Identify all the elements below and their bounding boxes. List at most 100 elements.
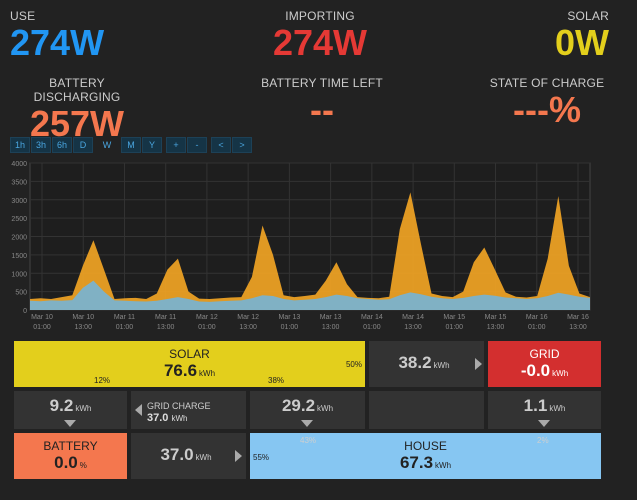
battery-to-house-flow: 37.0 kWh — [131, 433, 246, 479]
importing-label: IMPORTING — [285, 9, 355, 23]
series-area-0 — [30, 192, 590, 310]
grid-box-title: GRID — [529, 347, 560, 361]
grid-to-house-flow: 1.1 kWh — [488, 391, 601, 429]
state-of-charge-value: ---% — [513, 89, 581, 130]
empty-flow-cell — [369, 391, 484, 429]
x-tick-label: 13:00 — [157, 324, 175, 331]
x-tick-label: 13:00 — [487, 324, 505, 331]
solar-to-battery-flow: 9.2 kWh — [14, 391, 127, 429]
state-of-charge-stat: STATE OF CHARGE ---% — [487, 76, 607, 130]
arrow-down-icon — [64, 420, 76, 427]
x-tick-label: Mar 13 — [278, 314, 300, 321]
series-area-1 — [30, 280, 590, 310]
solar-to-house-percent: 38% — [268, 376, 285, 385]
house-box: HOUSE 67.3 kWh 55% — [250, 433, 601, 479]
battery-box-value: 0.0% — [54, 453, 87, 472]
y-tick-label: 2000 — [11, 235, 27, 242]
grid-box-value: -0.0 kWh — [520, 361, 569, 380]
x-tick-label: Mar 10 — [31, 314, 53, 321]
solar-total-box: SOLAR 76.6 kWh 50% 12% 38% — [14, 341, 365, 387]
solar-to-house-share: 43% — [300, 436, 317, 445]
arrow-down-icon — [301, 420, 313, 427]
x-tick-label: Mar 11 — [155, 314, 176, 321]
arrow-right-icon — [235, 450, 242, 462]
y-tick-label: 2500 — [11, 216, 27, 223]
x-tick-label: Mar 10 — [72, 314, 94, 321]
importing-stat: IMPORTING 274W — [230, 9, 410, 63]
solar-value: 0W — [555, 22, 609, 63]
range-button-prev[interactable]: < — [211, 137, 231, 153]
solar-label: SOLAR — [567, 9, 609, 23]
range-button-M[interactable]: M — [121, 137, 141, 153]
range-button-plus[interactable]: + — [166, 137, 186, 153]
range-button-Y[interactable]: Y — [142, 137, 162, 153]
battery-discharging-value: 257W — [29, 103, 125, 144]
range-button-3h[interactable]: 3h — [31, 137, 51, 153]
arrow-down-icon — [538, 420, 550, 427]
house-box-value: 67.3 kWh — [399, 453, 452, 472]
solar-to-battery-value: 9.2 kWh — [49, 396, 92, 415]
x-tick-label: 01:00 — [528, 324, 546, 331]
solar-box-title: SOLAR — [169, 347, 210, 361]
y-tick-label: 3500 — [11, 179, 27, 186]
grid-total-box: GRID -0.0 kWh — [488, 341, 601, 387]
house-box-title: HOUSE — [404, 439, 447, 453]
x-tick-label: Mar 12 — [237, 314, 259, 321]
solar-stat: SOLAR 0W — [555, 9, 609, 63]
x-tick-label: 01:00 — [446, 324, 464, 331]
x-tick-label: Mar 15 — [485, 314, 507, 321]
power-history-chart: 0 500 1000 1500 2000 2500 3000 3500 4000 Mar 10 01… — [11, 161, 591, 331]
x-tick-label: Mar 11 — [114, 314, 135, 321]
y-tick-label: 3000 — [11, 198, 27, 205]
battery-time-left-label: BATTERY TIME LEFT — [261, 76, 383, 90]
range-button-1h[interactable]: 1h — [10, 137, 30, 153]
arrow-left-icon — [135, 404, 142, 416]
battery-time-left-value: -- — [310, 89, 334, 130]
x-tick-label: 13:00 — [322, 324, 340, 331]
battery-box: BATTERY 0.0% — [14, 433, 127, 479]
solar-to-house-value: 29.2 kWh — [281, 396, 334, 415]
grid-charge-value: 37.0 kWh — [147, 412, 188, 424]
x-tick-label: 13:00 — [404, 324, 422, 331]
state-of-charge-label: STATE OF CHARGE — [489, 76, 605, 90]
x-tick-label: Mar 14 — [361, 314, 383, 321]
use-stat: USE 274W — [10, 9, 104, 63]
x-tick-label: 01:00 — [198, 324, 216, 331]
importing-value: 274W — [272, 22, 368, 63]
x-tick-label: Mar 16 — [526, 314, 548, 321]
range-button-D[interactable]: D — [73, 137, 93, 153]
arrow-right-icon — [475, 358, 482, 370]
x-tick-label: 13:00 — [74, 324, 92, 331]
x-tick-label: 01:00 — [281, 324, 299, 331]
use-value: 274W — [10, 22, 105, 63]
grid-to-house-value: 1.1 kWh — [523, 396, 566, 415]
x-tick-label: 13:00 — [239, 324, 257, 331]
range-button-next[interactable]: > — [232, 137, 252, 153]
range-button-6h[interactable]: 6h — [52, 137, 72, 153]
grid-charge-label: GRID CHARGE — [147, 401, 211, 411]
x-tick-label: Mar 16 — [567, 314, 589, 321]
battery-discharging-stat: BATTERY DISCHARGING 257W — [10, 76, 144, 144]
solar-to-battery-percent: 12% — [94, 376, 111, 385]
battery-box-title: BATTERY — [43, 439, 98, 453]
range-button-minus[interactable]: - — [187, 137, 207, 153]
grid-charge-flow: GRID CHARGE 37.0 kWh — [131, 391, 246, 429]
solar-to-grid-percent: 50% — [345, 360, 362, 369]
battery-to-house-value: 37.0 kWh — [160, 445, 212, 464]
solar-box-value: 76.6 kWh — [163, 361, 216, 380]
solar-to-house-flow: 29.2 kWh — [250, 391, 365, 429]
range-button-W[interactable]: W — [102, 140, 112, 150]
use-label: USE — [10, 9, 36, 23]
time-range-toolbar: 1h 3h 6h D W M Y + - < > — [10, 137, 253, 153]
battery-time-left-stat: BATTERY TIME LEFT -- — [232, 76, 412, 130]
solar-to-grid-value: 38.2 kWh — [398, 353, 450, 372]
y-tick-label: 0 — [23, 308, 27, 315]
solar-to-grid-flow: 38.2 kWh — [369, 341, 484, 387]
x-tick-label: Mar 12 — [196, 314, 218, 321]
battery-to-house-percent: 55% — [253, 453, 270, 462]
y-tick-label: 1000 — [11, 271, 27, 278]
x-tick-label: Mar 15 — [443, 314, 465, 321]
x-tick-label: 01:00 — [33, 324, 51, 331]
x-tick-label: 01:00 — [363, 324, 381, 331]
x-tick-label: Mar 14 — [402, 314, 424, 321]
